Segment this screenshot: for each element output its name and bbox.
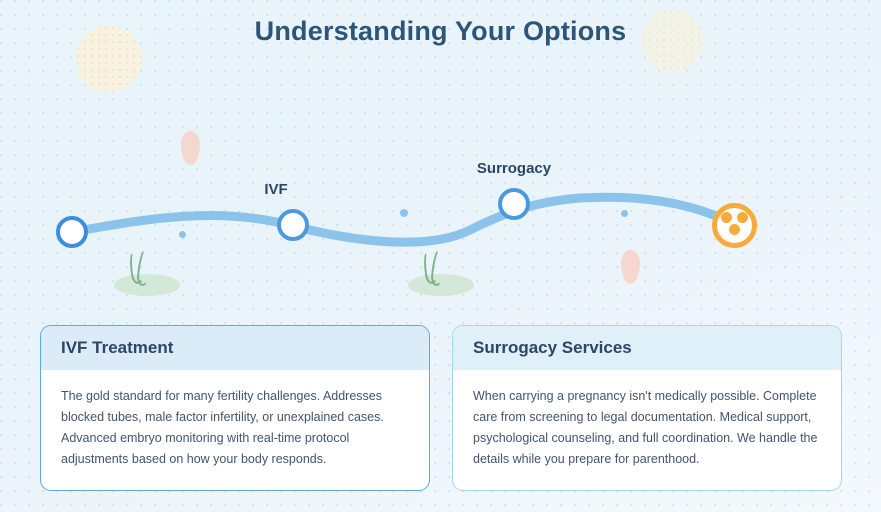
journey-path (67, 192, 740, 247)
face-dot-left (721, 212, 732, 223)
face-dot-right (737, 212, 748, 223)
surrogacy-card-description: When carrying a pregnancy isn't medicall… (473, 389, 818, 466)
timeline-label-surrogacy: Surrogacy (476, 160, 552, 177)
timeline-node-outcome-icon[interactable] (712, 203, 757, 248)
face-dot-center (729, 224, 740, 235)
page-title: Understanding Your Options (254, 16, 627, 46)
surrogacy-card-header: Surrogacy Services (453, 326, 841, 370)
timeline-node-start[interactable] (56, 216, 88, 248)
ivf-card-description: The gold standard for many fertility cha… (61, 389, 384, 466)
ivf-treatment-card[interactable]: IVF Treatment The gold standard for many… (40, 325, 430, 491)
timeline-node-surrogacy[interactable] (498, 188, 530, 220)
timeline-label-ivf: IVF (264, 181, 288, 198)
surrogacy-services-card[interactable]: Surrogacy Services When carrying a pregn… (452, 325, 842, 491)
timeline-node-ivf[interactable] (277, 209, 309, 241)
ivf-card-title: IVF Treatment (61, 338, 174, 357)
ivf-card-body: The gold standard for many fertility cha… (41, 370, 429, 470)
ivf-card-header: IVF Treatment (41, 326, 429, 370)
surrogacy-card-title: Surrogacy Services (473, 338, 632, 357)
surrogacy-card-body: When carrying a pregnancy isn't medicall… (453, 370, 841, 470)
